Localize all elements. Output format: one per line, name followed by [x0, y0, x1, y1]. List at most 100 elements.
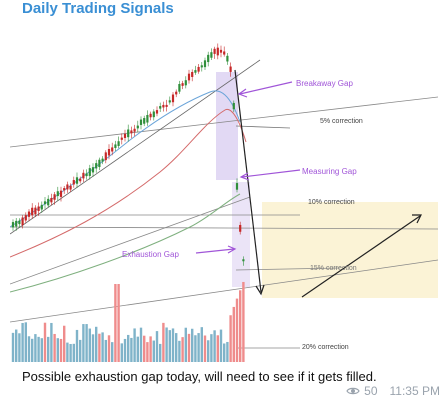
- volume-bar: [117, 284, 120, 362]
- volume-bar: [127, 334, 130, 362]
- volume-bar: [194, 335, 197, 362]
- volume-bar: [18, 333, 21, 362]
- candle-body: [136, 125, 139, 129]
- measuring-gap-pointer-head: [239, 172, 250, 181]
- candle-body: [75, 177, 79, 184]
- correction-15-label: 15% correction: [310, 265, 357, 272]
- candle-body: [197, 66, 200, 72]
- candle-body: [207, 54, 210, 63]
- volume-bar: [50, 322, 53, 362]
- projection-down-arrow-line: [234, 69, 262, 293]
- volume-bar: [216, 335, 219, 362]
- volume-bar: [123, 338, 127, 362]
- stock-chart: Breakaway Gap Measuring Gap Exhaustion G…: [10, 43, 438, 362]
- volume-bar: [75, 329, 79, 362]
- candle-body: [53, 194, 56, 200]
- volume-bar: [104, 339, 107, 362]
- volume-bar: [242, 281, 245, 362]
- exhaustion-gap-pointer: [195, 248, 235, 254]
- candle-body: [37, 206, 40, 211]
- channel-title[interactable]: Daily Trading Signals: [22, 0, 174, 17]
- candle-body: [21, 217, 24, 226]
- volume-bar: [95, 326, 98, 362]
- volume-bar: [66, 342, 69, 362]
- volume-bar: [27, 336, 31, 362]
- volume-bar: [155, 331, 159, 362]
- candle-body: [69, 185, 72, 190]
- moving-average-long: [10, 193, 241, 293]
- candle-body: [162, 104, 165, 108]
- volume-bar: [175, 333, 178, 362]
- breakaway-gap-pointer: [239, 81, 293, 95]
- volume-bar: [213, 330, 216, 362]
- breakaway-gap-pointer-head: [237, 88, 248, 98]
- volume-bar: [15, 329, 18, 362]
- candle-body: [40, 204, 43, 210]
- projection-down-arrowhead: [255, 284, 265, 296]
- volume-bar: [31, 338, 34, 362]
- hline-5pct: [235, 125, 291, 129]
- candle-body: [146, 114, 149, 123]
- volume-bar: [101, 332, 104, 362]
- candle-body: [184, 80, 187, 86]
- volume-bar: [178, 340, 181, 362]
- volume-bar: [107, 335, 111, 362]
- candle-body: [88, 168, 91, 176]
- candle-body: [66, 184, 69, 190]
- volume-bar: [11, 332, 15, 362]
- volume-bar: [152, 340, 155, 362]
- projection-up-arrow-line: [301, 215, 421, 298]
- candle-body: [226, 55, 229, 62]
- candle-body: [223, 51, 226, 55]
- volume-bar: [187, 333, 191, 362]
- candle-body: [159, 106, 162, 109]
- volume-bars: [11, 281, 245, 362]
- message-text: Possible exhaustion gap today, will need…: [22, 369, 377, 384]
- volume-bar: [120, 343, 123, 362]
- correction-10-label: 10% correction: [308, 199, 355, 206]
- candle-body: [15, 220, 18, 227]
- candle-body: [104, 152, 107, 161]
- moving-average-fast: [10, 90, 241, 228]
- breakaway-gap-label: Breakaway Gap: [296, 79, 353, 88]
- volume-bar: [24, 322, 27, 362]
- candle-body: [24, 215, 27, 221]
- volume-bar: [203, 335, 207, 362]
- volume-bar: [139, 327, 143, 362]
- candle-body: [63, 188, 66, 191]
- candle-body: [213, 48, 216, 54]
- volume-bar: [43, 322, 47, 362]
- volume-bar: [21, 322, 24, 362]
- candle-body: [165, 104, 168, 107]
- volume-bar: [168, 330, 171, 362]
- volume-bar: [165, 327, 168, 362]
- volume-bar: [232, 306, 235, 362]
- candle-body: [59, 190, 63, 197]
- volume-bar: [200, 327, 203, 362]
- exhaustion-gap-pointer-head: [227, 245, 237, 254]
- volume-bar: [91, 334, 95, 362]
- candle-body: [155, 110, 159, 114]
- chart-image[interactable]: Breakaway Gap Measuring Gap Exhaustion G…: [10, 22, 438, 362]
- candle-body: [117, 141, 120, 146]
- candle-body: [98, 159, 101, 168]
- candle-body: [133, 128, 136, 132]
- candle-body: [72, 180, 75, 185]
- candle-body: [95, 163, 98, 169]
- measuring-gap-label: Measuring Gap: [302, 167, 357, 176]
- candle-body: [168, 100, 171, 103]
- candle-body: [31, 207, 34, 216]
- volume-bar: [171, 328, 175, 362]
- candle-body: [210, 52, 213, 58]
- volume-bar: [37, 336, 40, 362]
- candle-body: [123, 133, 127, 138]
- candle-body: [178, 83, 181, 92]
- volume-bar: [136, 336, 139, 362]
- candle-body: [91, 167, 95, 173]
- candle-body: [171, 94, 175, 103]
- candle-body: [194, 70, 197, 73]
- volume-bar: [111, 342, 114, 362]
- volume-bar: [56, 338, 59, 362]
- candle-body: [239, 224, 242, 232]
